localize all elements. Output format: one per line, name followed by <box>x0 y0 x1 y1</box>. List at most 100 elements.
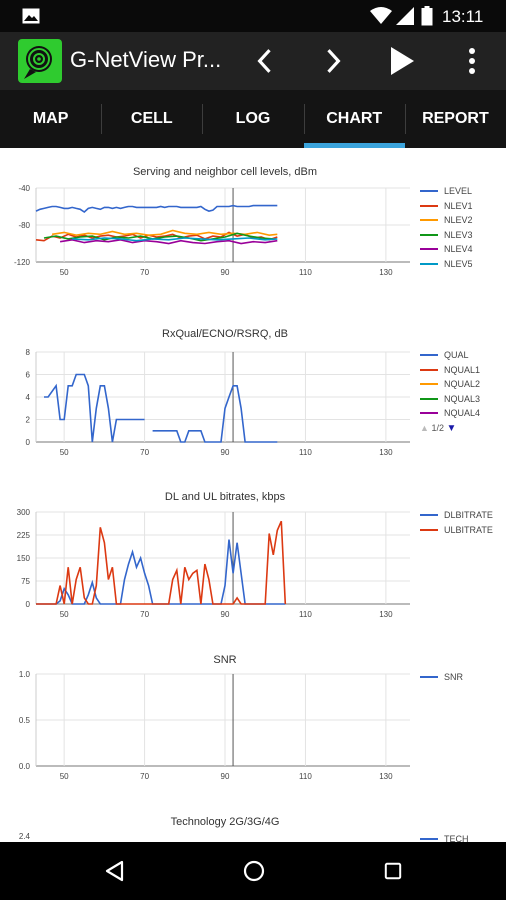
y-tick-label: 6 <box>26 371 31 380</box>
legend-page-label: 1/2 <box>431 422 444 433</box>
tab-chart[interactable]: CHART <box>303 90 406 148</box>
chart-plot: 1.0 0.5 0.0 50 70 90 110 130 <box>19 670 410 781</box>
x-tick-label: 70 <box>140 610 149 619</box>
cell-signal-icon <box>396 7 414 25</box>
app-bar: G-NetView Pr... <box>0 32 506 90</box>
status-bar: 13:11 <box>0 0 506 32</box>
legend-item[interactable]: DLBITRATE <box>420 510 506 525</box>
chart-scroll-area[interactable]: Serving and neighbor cell levels, dBm -40… <box>0 148 506 842</box>
play-button[interactable] <box>382 41 422 81</box>
y-tick-label: 300 <box>17 508 31 517</box>
legend-swatch <box>420 412 438 414</box>
legend-label: NLEV1 <box>444 200 473 211</box>
legend-item[interactable]: TECH <box>420 834 506 842</box>
series-line-nlev3 <box>43 232 274 242</box>
x-tick-label: 110 <box>299 268 312 277</box>
legend-item[interactable]: SNR <box>420 672 506 687</box>
y-tick-label: 1.0 <box>19 670 31 679</box>
series-line-nlev4 <box>59 238 278 245</box>
y-tick-label: 75 <box>21 577 30 586</box>
chart-legend: TECH <box>420 834 506 842</box>
tab-cell[interactable]: CELL <box>101 90 202 148</box>
legend-swatch <box>420 368 438 371</box>
legend-label: NQUAL1 <box>444 364 481 375</box>
chart-plot: 2.4 <box>19 832 31 841</box>
x-tick-label: 50 <box>60 610 69 619</box>
legend-item[interactable]: NQUAL3 <box>420 394 506 409</box>
legend-swatch <box>420 262 438 265</box>
x-tick-label: 50 <box>60 772 69 781</box>
y-tick-label: -40 <box>18 184 30 193</box>
app-logo-icon[interactable] <box>18 39 62 83</box>
y-tick-label: 0.0 <box>19 762 31 771</box>
chart-5[interactable]: Technology 2G/3G/4G 2.4 TECH <box>0 816 506 842</box>
y-tick-label: 2.4 <box>19 832 31 841</box>
legend-swatch <box>420 248 438 250</box>
chart-plot: 8 6 4 2 0 50 70 90 110 130 <box>26 348 410 457</box>
legend-item[interactable]: NLEV3 <box>420 230 506 245</box>
legend-label: NLEV5 <box>444 258 473 269</box>
back-button[interactable] <box>97 854 131 888</box>
legend-item[interactable]: ULBITRATE <box>420 525 506 540</box>
legend-swatch <box>420 354 438 356</box>
legend-item[interactable]: NLEV4 <box>420 244 506 259</box>
chart-legend: QUAL NQUAL1 NQUAL2 NQUAL3 NQUAL4 ▲ 1/2 ▼ <box>420 350 506 437</box>
back-icon <box>105 860 124 882</box>
legend-item[interactable]: NQUAL2 <box>420 379 506 394</box>
play-icon <box>391 47 414 75</box>
legend-item[interactable]: LEVEL <box>420 186 506 201</box>
y-tick-label: 0 <box>26 600 31 609</box>
legend-page-up-icon[interactable]: ▲ <box>420 422 429 433</box>
battery-icon <box>421 6 433 26</box>
chart-4[interactable]: SNR 1.0 0.5 0.0 50 70 90 110 130 SNR <box>0 654 506 784</box>
x-tick-label: 130 <box>379 448 393 457</box>
legend-label: NLEV4 <box>444 244 473 254</box>
legend-item[interactable]: NLEV1 <box>420 201 506 216</box>
legend-page-down-icon[interactable]: ▼ <box>446 422 457 434</box>
home-button[interactable] <box>237 854 271 888</box>
wifi-icon <box>370 7 392 24</box>
chart-1[interactable]: Serving and neighbor cell levels, dBm -40… <box>0 166 506 311</box>
next-button[interactable] <box>313 41 353 81</box>
legend-item[interactable]: NQUAL1 <box>420 365 506 380</box>
series-line-ulbitrate <box>36 520 287 605</box>
legend-item[interactable]: NLEV2 <box>420 215 506 230</box>
legend-label: NQUAL4 <box>444 408 481 418</box>
legend-item[interactable]: NQUAL4 <box>420 408 506 423</box>
x-tick-label: 110 <box>299 772 312 781</box>
legend-label: QUAL <box>444 350 469 360</box>
y-tick-label: -80 <box>18 221 30 230</box>
x-tick-label: 110 <box>299 610 312 619</box>
x-tick-label: 110 <box>299 448 312 457</box>
legend-swatch <box>420 219 438 221</box>
x-tick-label: 90 <box>221 268 230 277</box>
legend-swatch <box>420 676 438 678</box>
x-tick-label: 50 <box>60 448 69 457</box>
chart-2[interactable]: RxQual/ECNO/RSRQ, dB 8 6 4 2 0 50 70 90 110 130 QUA… <box>0 328 506 458</box>
chart-3[interactable]: DL and UL bitrates, kbps 300 225 150 75 0 50 70… <box>0 491 506 621</box>
previous-button[interactable] <box>245 41 285 81</box>
recents-button[interactable] <box>376 854 410 888</box>
navigation-bar <box>0 842 506 900</box>
legend-item[interactable]: NLEV5 <box>420 259 506 274</box>
tab-log[interactable]: LOG <box>202 90 303 148</box>
chart-legend: LEVEL NLEV1 NLEV2 NLEV3 NLEV4 NLEV5 <box>420 186 506 273</box>
home-icon <box>243 860 265 882</box>
legend-swatch <box>420 190 438 192</box>
y-tick-label: 0.5 <box>19 716 31 725</box>
overflow-menu-button[interactable] <box>452 41 492 81</box>
legend-pager[interactable]: ▲ 1/2 ▼ <box>420 423 506 437</box>
x-tick-label: 50 <box>60 268 69 277</box>
chevron-left-icon <box>257 49 271 73</box>
legend-swatch <box>420 233 438 236</box>
tab-map[interactable]: MAP <box>32 110 69 127</box>
series-line-qual <box>44 373 278 443</box>
x-tick-label: 130 <box>379 610 393 619</box>
legend-item[interactable]: QUAL <box>420 350 506 365</box>
tab-report[interactable]: REPORT <box>404 90 506 148</box>
y-tick-label: 0 <box>26 438 31 447</box>
x-tick-label: 90 <box>221 772 230 781</box>
legend-label: ULBITRATE <box>444 524 493 535</box>
overflow-menu-icon <box>469 48 475 74</box>
legend-swatch <box>420 204 438 207</box>
